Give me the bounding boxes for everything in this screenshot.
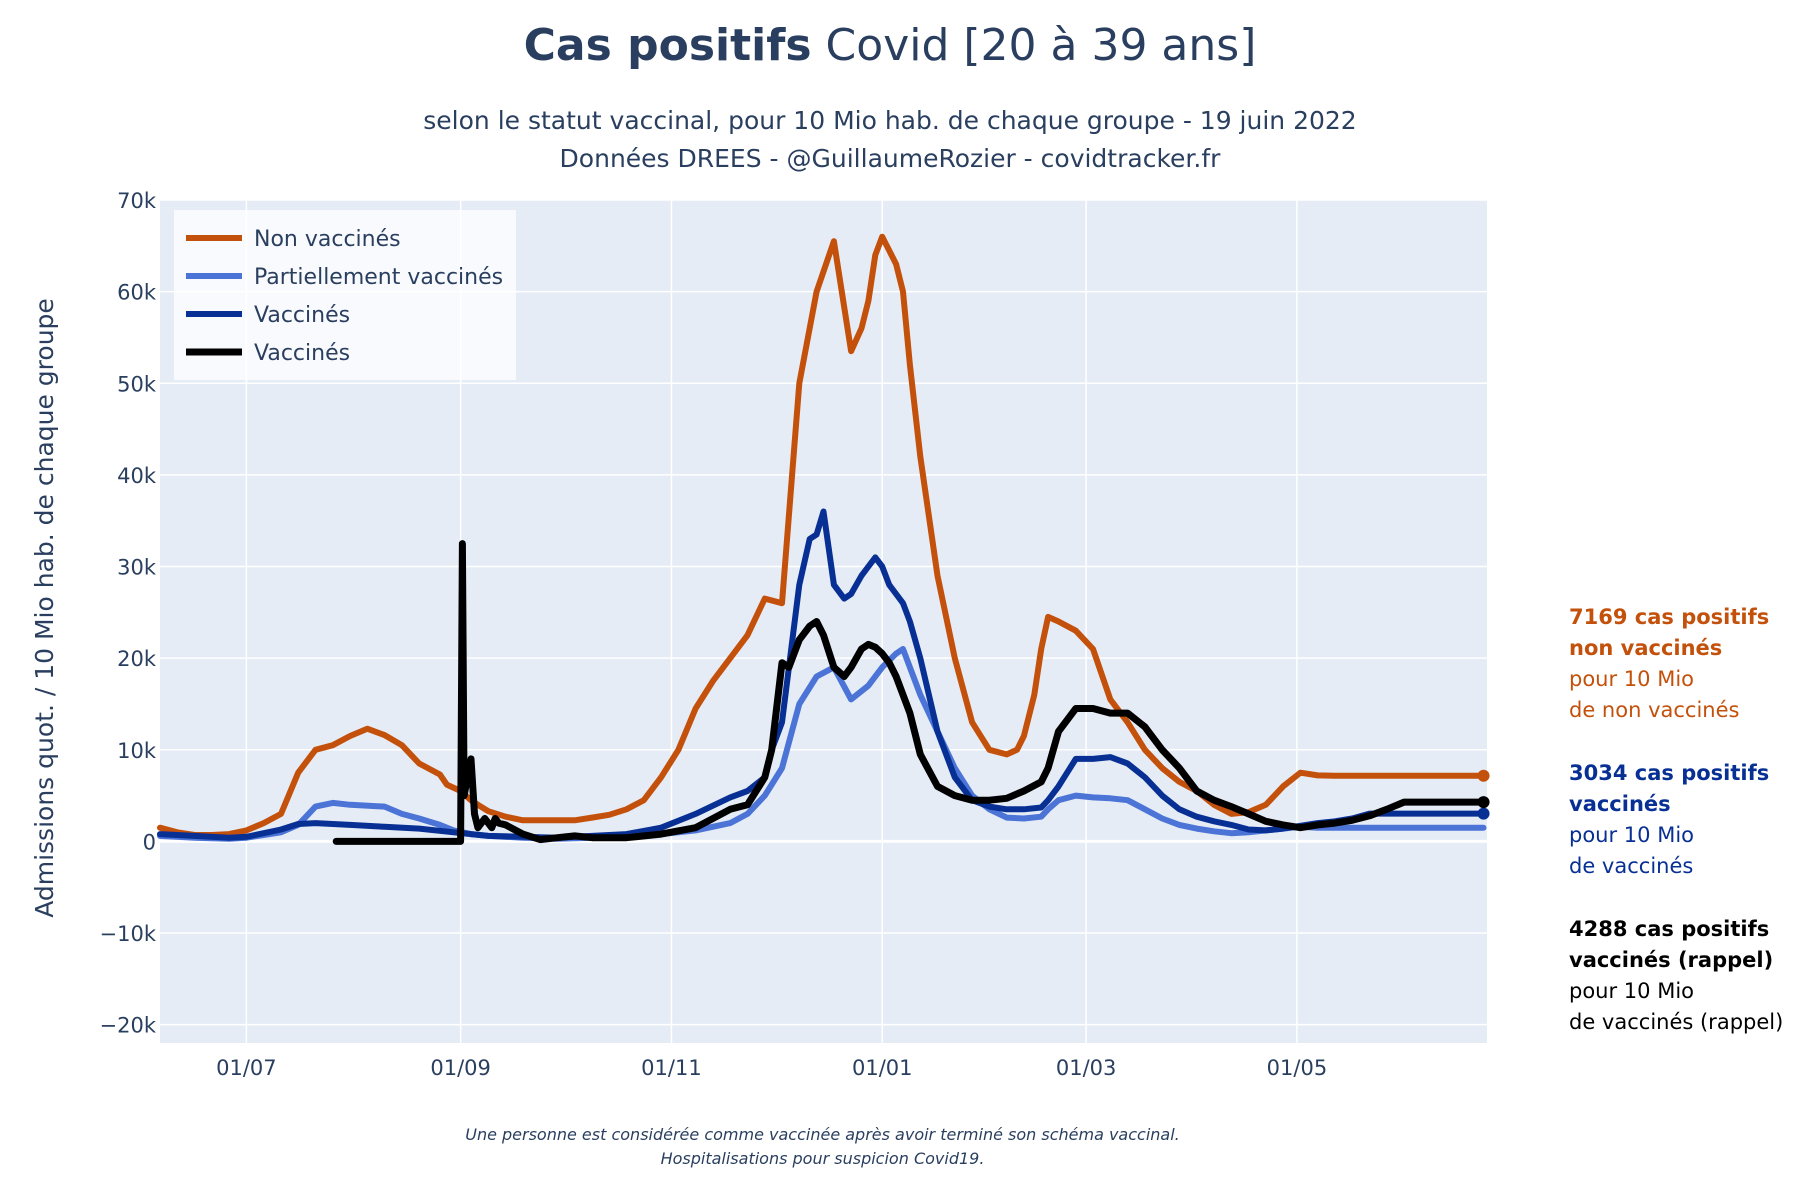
annotation-rappel-line2: vaccinés (rappel) (1569, 948, 1774, 972)
annotation-vaccines-line1: 3034 cas positifs (1569, 761, 1770, 785)
chart-title-bold: Cas positifs (523, 20, 812, 71)
annotation-non-vaccines: 7169 cas positifs non vaccinés pour 10 M… (1569, 602, 1769, 726)
annotation-vaccines: 3034 cas positifs vaccinés pour 10 Mio d… (1569, 758, 1769, 882)
series-end-marker-vaccines-rappel (1477, 796, 1490, 809)
footnote-line1: Une personne est considérée comme vaccin… (465, 1125, 1180, 1144)
annotation-non-vaccines-line4: de non vaccinés (1569, 698, 1740, 722)
y-tick-label: −20k (100, 1014, 157, 1038)
legend-label-partiellement-vaccines: Partiellement vaccinés (254, 265, 503, 290)
y-tick-label: 60k (117, 281, 157, 305)
legend-label-vaccines: Vaccinés (254, 303, 350, 328)
y-tick-label: 0 (143, 830, 156, 854)
series-line-vaccines (157, 508, 1487, 841)
x-tick-label: 01/05 (1267, 1056, 1328, 1080)
y-tick-label: −10k (100, 922, 157, 946)
y-tick-label: 30k (117, 556, 157, 580)
y-tick-label: 10k (117, 739, 157, 763)
annotation-rappel-line4: de vaccinés (rappel) (1569, 1010, 1784, 1034)
annotation-vaccines-line2: vaccinés (1569, 792, 1671, 816)
annotation-non-vaccines-line2: non vaccinés (1569, 636, 1723, 660)
x-tick-label: 01/01 (852, 1056, 913, 1080)
annotation-vaccines-line4: de vaccinés (1569, 854, 1694, 878)
chart-subtitle-line2: Données DREES - @GuillaumeRozier - covid… (559, 144, 1221, 173)
chart-title: Cas positifs Covid [20 à 39 ans] (0, 20, 1780, 71)
x-tick-label: 01/07 (216, 1056, 277, 1080)
y-tick-label: 50k (117, 372, 157, 396)
y-tick-label: 40k (117, 464, 157, 488)
annotation-non-vaccines-line3: pour 10 Mio (1569, 667, 1694, 691)
series-end-marker-non-vaccines (1477, 769, 1490, 782)
footnote-line2: Hospitalisations pour suspicion Covid19. (660, 1149, 985, 1168)
annotation-non-vaccines-line1: 7169 cas positifs (1569, 605, 1770, 629)
annotation-rappel-line3: pour 10 Mio (1569, 979, 1694, 1003)
chart-title-rest: Covid [20 à 39 ans] (825, 20, 1257, 71)
y-tick-label: 20k (117, 647, 157, 671)
y-axis-label: Admissions quot. / 10 Mio hab. de chaque… (30, 298, 59, 918)
x-tick-label: 01/11 (641, 1056, 702, 1080)
chart-subtitle-line1: selon le statut vaccinal, pour 10 Mio ha… (423, 106, 1357, 135)
annotation-rappel-line1: 4288 cas positifs (1569, 917, 1770, 941)
x-tick-label: 01/09 (430, 1056, 491, 1080)
legend-label-vaccines-rappel: Vaccinés (254, 341, 350, 366)
legend: Non vaccinés Partiellement vaccinés Vaccin… (174, 210, 516, 380)
y-tick-label: 70k (117, 189, 157, 213)
series-end-marker-vaccines (1477, 807, 1490, 820)
annotation-rappel: 4288 cas positifs vaccinés (rappel) pour… (1569, 914, 1783, 1038)
x-tick-label: 01/03 (1056, 1056, 1117, 1080)
legend-label-non-vaccines: Non vaccinés (254, 227, 401, 252)
annotation-vaccines-line3: pour 10 Mio (1569, 823, 1694, 847)
series-line-vaccines-rappel (332, 540, 1487, 845)
